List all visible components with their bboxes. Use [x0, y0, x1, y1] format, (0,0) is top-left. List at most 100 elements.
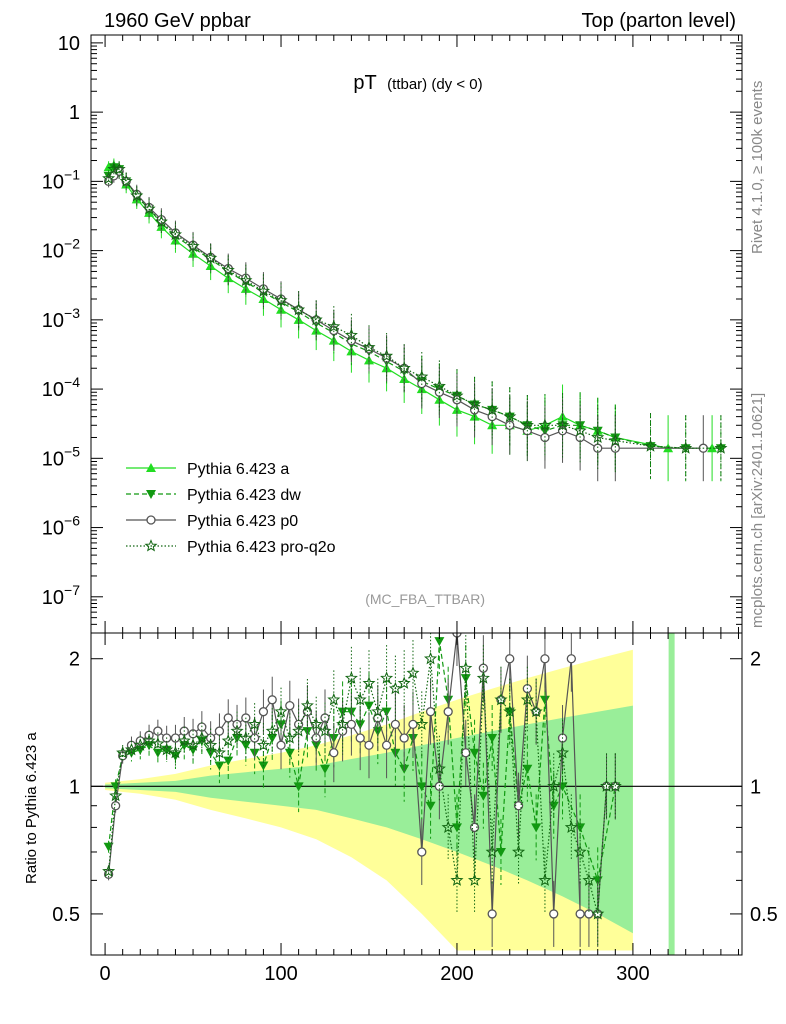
- main-point-proq2o: [130, 188, 144, 202]
- y-tick-label: 10: [58, 33, 80, 55]
- legend-marker-proq2o: [144, 539, 158, 552]
- x-tick-label: 100: [264, 963, 297, 985]
- ratio-point-dw: [267, 734, 278, 744]
- ratio-point-dw: [469, 748, 480, 758]
- main-point-proq2o: [142, 202, 156, 215]
- ratio-point-proq2o: [133, 738, 147, 751]
- main-point-proq2o: [644, 439, 657, 452]
- ratio-point-proq2o: [459, 661, 473, 674]
- ratio-point-proq2o: [160, 742, 174, 756]
- ratio-point-proq2o: [573, 845, 587, 858]
- ratio-point-proq2o: [186, 738, 200, 751]
- y-tick-exponent: −7: [64, 582, 80, 598]
- ratio-point-proq2o: [547, 779, 561, 792]
- ratio-point-proq2o: [608, 779, 622, 792]
- ratio-point-dw: [223, 756, 234, 766]
- ratio-point-dw: [320, 764, 331, 774]
- main-point-proq2o: [112, 162, 126, 175]
- ratio-point-p0: [355, 733, 365, 743]
- x-tick-label: 200: [440, 963, 473, 985]
- ratio-point-dw: [434, 637, 445, 647]
- main-line-dw: [108, 166, 721, 449]
- y-tick-label: 10−1: [42, 166, 80, 193]
- ratio-point-p0: [258, 707, 269, 717]
- ratio-point-proq2o: [292, 724, 306, 737]
- ratio-point-proq2o: [450, 873, 464, 886]
- ratio-point-proq2o: [151, 736, 165, 750]
- y-tick-label: 10−5: [42, 443, 80, 470]
- main-line-proq2o: [108, 168, 721, 449]
- ratio-point-dw: [293, 782, 304, 792]
- main-point-proq2o: [362, 340, 376, 353]
- ratio-point-proq2o: [102, 864, 116, 877]
- plot-title-sub: (ttbar) (dy < 0): [387, 76, 482, 93]
- legend-marker-a: [146, 463, 156, 472]
- legend-label-a: Pythia 6.423 a: [187, 461, 289, 478]
- ratio-point-proq2o: [591, 907, 605, 920]
- ratio-point-proq2o: [124, 742, 138, 756]
- ratio-point-p0: [575, 909, 585, 919]
- ratio-point-p0: [566, 654, 576, 664]
- ratio-point-proq2o: [195, 731, 209, 744]
- header-left: 1960 GeV ppbar: [104, 10, 251, 32]
- header-right: Top (parton level): [581, 10, 736, 32]
- y-tick-label: 10−6: [42, 513, 80, 540]
- legend: Pythia 6.423 a Pythia 6.423 dw Pythia 6.42…: [126, 461, 336, 556]
- ratio-point-proq2o: [309, 717, 323, 730]
- ratio-point-proq2o: [168, 745, 182, 759]
- main-point-proq2o: [450, 388, 464, 402]
- ratio-point-dw: [531, 823, 542, 833]
- x-tick-label: 300: [616, 963, 649, 985]
- ratio-point-p0: [285, 700, 295, 711]
- ratio-point-p0: [364, 740, 374, 750]
- ratio-point-proq2o: [512, 845, 526, 858]
- ratio-point-p0: [223, 713, 233, 723]
- main-point-proq2o: [292, 302, 306, 316]
- main-point-proq2o: [432, 379, 446, 392]
- ratio-point-p0: [311, 733, 321, 743]
- y-tick-label: 10−7: [42, 582, 80, 609]
- ratio-point-p0: [443, 707, 453, 717]
- ratio-point-p0: [390, 719, 401, 730]
- ratio-point-proq2o: [423, 651, 438, 665]
- ratio-point-p0: [346, 719, 357, 730]
- ratio-uncertainty-bands: [91, 633, 742, 955]
- ratio-point-p0: [425, 707, 436, 717]
- main-series: [102, 158, 728, 482]
- legend-label-proq2o: Pythia 6.423 pro-q2o: [187, 539, 336, 556]
- y-tick-exponent: −1: [64, 166, 80, 182]
- main-line-a: [108, 164, 713, 449]
- plot-title-main: pT: [353, 72, 376, 94]
- ratio-point-dw: [214, 761, 225, 771]
- y-tick-exponent: −6: [64, 513, 80, 529]
- main-point-proq2o: [154, 215, 168, 228]
- main-point-proq2o: [168, 227, 182, 241]
- ratio-point-proq2o: [336, 717, 350, 730]
- ratio-point-dw: [522, 764, 533, 774]
- ratio-point-p0: [214, 726, 225, 736]
- x-tick-label: 0: [100, 963, 111, 985]
- ratio-point-proq2o: [318, 724, 332, 737]
- ratio-point-proq2o: [116, 745, 130, 759]
- main-point-proq2o: [274, 293, 288, 307]
- ratio-point-proq2o: [344, 671, 358, 684]
- ratio-ylabel: Ratio to Pythia 6.423 a: [23, 732, 40, 884]
- y-tick-label: 10−3: [42, 305, 80, 332]
- ratio-plot-frame: [90, 632, 743, 956]
- main-point-proq2o: [503, 409, 517, 423]
- main-point-proq2o: [608, 433, 622, 447]
- ratio-y-tick-label-right: 0.5: [750, 904, 778, 926]
- band-green: [105, 705, 633, 934]
- ratio-point-proq2o: [476, 671, 490, 684]
- ratio-point-p0: [381, 740, 392, 750]
- ratio-line-dw: [108, 641, 616, 883]
- ratio-point-proq2o: [230, 724, 244, 737]
- main-point-proq2o: [239, 273, 253, 287]
- y-tick-exponent: −2: [64, 236, 80, 252]
- ratio-point-dw: [487, 734, 498, 744]
- axes: 0 100 200 30010−710−610−510−410−310−210−111…: [42, 33, 778, 985]
- plot-title: pT (ttbar) (dy < 0): [353, 72, 482, 94]
- main-point-proq2o: [380, 349, 394, 362]
- ratio-point-dw: [152, 748, 163, 758]
- main-point-proq2o: [538, 418, 552, 431]
